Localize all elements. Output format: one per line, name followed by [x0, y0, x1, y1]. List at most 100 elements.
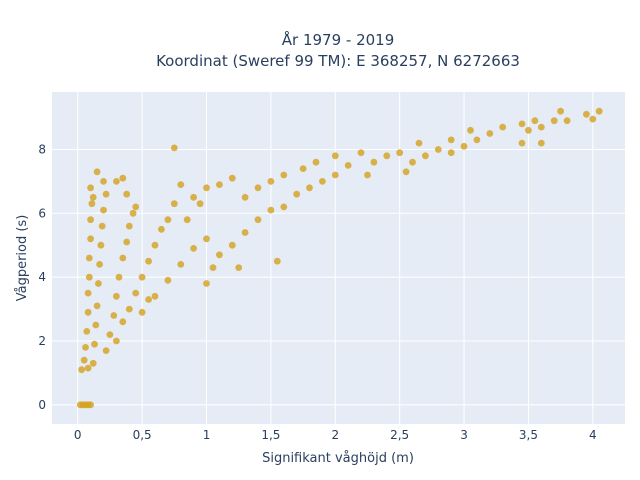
data-point-51: [177, 261, 185, 268]
data-point-16: [95, 280, 102, 287]
x-tick-label-2: 1: [203, 428, 211, 442]
data-point-44: [158, 225, 165, 233]
data-point-71: [241, 193, 249, 201]
data-point-46: [170, 200, 178, 208]
y-axis-label: Vågperiod (s): [15, 215, 30, 302]
data-point-62: [203, 280, 210, 287]
data-point-83: [344, 162, 352, 169]
data-point-33: [123, 238, 131, 246]
data-point-1: [82, 344, 89, 351]
data-point-96: [473, 136, 481, 144]
data-points: [76, 107, 603, 409]
data-point-27: [102, 347, 110, 354]
grid-lines: [52, 92, 625, 424]
x-tick-label-8: 4: [589, 428, 597, 442]
data-point-6: [85, 254, 93, 262]
y-axis-ticks: 0 2 4 6 8: [38, 142, 46, 411]
data-point-68: [267, 206, 275, 214]
x-tick-label-4: 2: [331, 428, 339, 442]
data-point-36: [132, 203, 140, 211]
data-point-82: [331, 152, 339, 160]
data-point-8: [87, 216, 94, 224]
data-point-91: [422, 152, 429, 160]
data-point-22: [93, 168, 101, 176]
data-point-57: [170, 144, 178, 152]
data-point-64: [216, 251, 223, 259]
data-point-23: [100, 178, 107, 185]
data-point-24: [113, 178, 120, 185]
data-point-15: [93, 302, 101, 310]
data-point-45: [164, 216, 172, 224]
data-point-0: [80, 356, 88, 364]
data-point-94: [447, 149, 455, 157]
data-point-85: [364, 171, 371, 179]
data-point-20: [100, 206, 107, 214]
x-tick-label-6: 3: [460, 428, 468, 442]
data-point-81: [312, 158, 320, 166]
data-point-4: [84, 289, 92, 297]
data-point-118: [78, 366, 85, 374]
data-point-54: [183, 216, 191, 224]
data-point-13: [91, 340, 98, 348]
data-point-74: [280, 171, 288, 179]
data-point-38: [119, 318, 127, 326]
data-point-65: [228, 241, 236, 249]
data-point-107: [563, 117, 571, 125]
data-point-9: [88, 200, 96, 208]
data-point-75: [280, 203, 288, 211]
data-point-69: [273, 257, 281, 265]
x-tick-label-7: 3,5: [519, 428, 538, 442]
data-point-111: [589, 115, 597, 123]
data-point-112: [595, 107, 603, 115]
data-point-103: [531, 117, 539, 125]
data-point-2: [83, 328, 91, 335]
data-point-89: [402, 168, 410, 176]
data-point-34: [125, 222, 133, 230]
data-point-76: [293, 190, 301, 198]
data-point-14: [92, 321, 100, 329]
data-point-101: [518, 120, 526, 128]
data-point-21: [102, 190, 110, 198]
data-point-3: [84, 308, 92, 316]
y-tick-label-4: 8: [38, 142, 46, 156]
data-point-90: [409, 158, 416, 166]
data-point-48: [145, 296, 153, 303]
data-point-97: [486, 130, 494, 137]
data-point-5: [85, 273, 93, 281]
data-point-58: [177, 181, 185, 189]
data-point-52: [190, 245, 198, 252]
data-point-78: [319, 178, 326, 185]
x-tick-label-3: 1,5: [261, 428, 280, 442]
y-tick-label-3: 6: [38, 206, 46, 220]
data-point-92: [434, 146, 442, 153]
y-tick-label-0: 0: [38, 398, 46, 412]
data-point-10: [87, 184, 94, 192]
data-point-35: [129, 209, 137, 217]
data-point-79: [331, 171, 339, 179]
data-point-25: [123, 190, 131, 198]
data-point-42: [145, 257, 153, 265]
data-point-80: [299, 165, 307, 173]
data-point-95: [460, 142, 468, 150]
data-point-39: [125, 305, 133, 313]
y-tick-label-1: 2: [38, 334, 46, 348]
data-point-17: [96, 261, 103, 268]
data-point-98: [499, 123, 507, 131]
data-point-72: [254, 184, 262, 192]
data-point-43: [151, 241, 159, 249]
data-point-117: [87, 401, 94, 409]
data-point-40: [132, 289, 140, 297]
data-point-88: [396, 149, 404, 157]
data-point-50: [164, 276, 172, 284]
data-point-28: [106, 331, 114, 338]
data-point-100: [447, 136, 455, 144]
data-point-31: [115, 273, 123, 281]
data-point-106: [557, 107, 564, 115]
data-point-37: [113, 337, 120, 345]
data-point-59: [190, 193, 198, 201]
data-point-84: [357, 149, 365, 157]
data-point-41: [138, 273, 146, 281]
data-point-60: [216, 181, 223, 189]
data-point-49: [151, 292, 159, 300]
data-point-12: [89, 359, 97, 367]
